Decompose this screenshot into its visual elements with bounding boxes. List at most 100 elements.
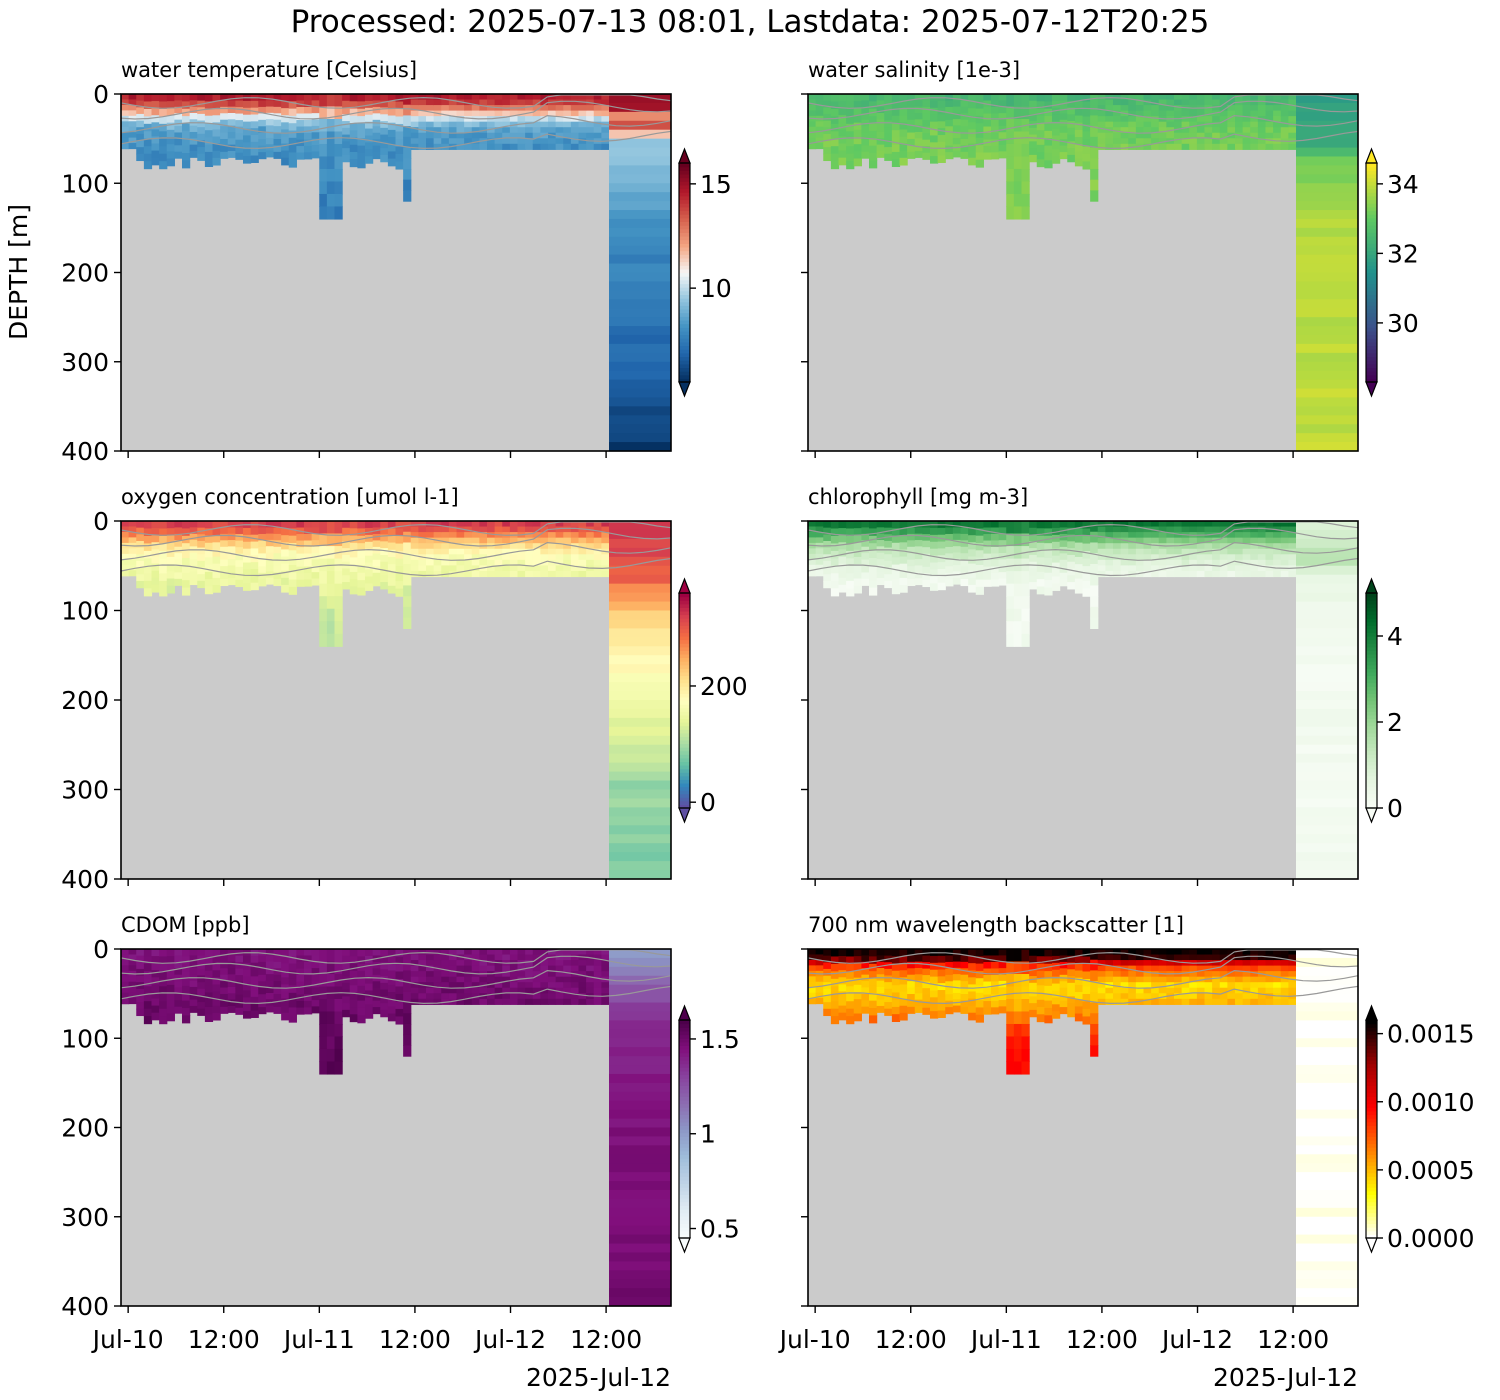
heatmap-cell (380, 107, 389, 115)
heatmap-cell (846, 108, 855, 117)
heatmap-cell (1113, 99, 1122, 106)
heatmap-cell (1219, 99, 1228, 106)
heatmap-cell (1219, 127, 1228, 134)
heatmap-cell (494, 138, 503, 145)
heatmap-cell (273, 139, 282, 147)
heatmap-cell (448, 993, 458, 1000)
heatmap-cell (380, 575, 389, 583)
heatmap-cell (1296, 583, 1358, 594)
heatmap-cell (433, 105, 442, 112)
heatmap-cell (1097, 132, 1106, 139)
heatmap-cell (1097, 105, 1106, 112)
heatmap-cell (1250, 570, 1259, 578)
heatmap-cell (410, 954, 419, 961)
heatmap-cell (945, 521, 954, 529)
heatmap-cell (265, 131, 275, 139)
heatmap-cell (128, 521, 137, 528)
heatmap-cell (151, 108, 160, 116)
heatmap-cell (326, 621, 336, 635)
heatmap-cell (1196, 954, 1206, 961)
heatmap-cell (548, 94, 557, 101)
heatmap-cell (326, 1061, 336, 1075)
heatmap-cell (846, 1008, 855, 1017)
heatmap-cell (1158, 121, 1167, 128)
heatmap-cell (1296, 825, 1358, 835)
heatmap-cell (1196, 132, 1206, 139)
heatmap-cell (601, 532, 610, 539)
heatmap-cell (334, 596, 343, 610)
colorbar-segment (679, 1121, 690, 1126)
heatmap-cell (326, 206, 336, 220)
heatmap-cell (334, 143, 343, 158)
heatmap-cell (983, 107, 992, 115)
heatmap-cell (1074, 977, 1084, 986)
heatmap-cell (1029, 521, 1038, 529)
colorbar-segment (1366, 1070, 1377, 1076)
heatmap-cell (1044, 116, 1053, 125)
heatmap-cell (441, 138, 450, 145)
heatmap-cell (1151, 138, 1160, 145)
colorbar-segment (679, 199, 690, 204)
colorbar-segment (1366, 790, 1377, 795)
heatmap-cell (151, 970, 160, 978)
heatmap-cell (808, 570, 817, 577)
heatmap-cell (273, 566, 282, 574)
heatmap-cell (349, 949, 358, 957)
heatmap-cell (1219, 976, 1228, 983)
heatmap-cell (319, 621, 328, 635)
heatmap-cell (509, 110, 519, 117)
colorbar-segment (679, 1165, 690, 1170)
heatmap-cell (907, 119, 916, 127)
heatmap-cell (1158, 537, 1167, 544)
heatmap-cell (418, 965, 427, 972)
heatmap-cell (532, 543, 541, 550)
heatmap-cell (609, 753, 671, 764)
heatmap-cell (945, 533, 954, 542)
heatmap-cell (823, 955, 832, 963)
heatmap-cell (945, 961, 954, 969)
heatmap-cell (250, 582, 259, 591)
heatmap-cell (1151, 543, 1160, 550)
heatmap-cell (891, 1006, 901, 1015)
heatmap-cell (532, 132, 541, 139)
colorbar-segment (679, 775, 690, 780)
heatmap-cell (479, 532, 488, 539)
heatmap-cell (952, 112, 962, 120)
heatmap-cell (410, 127, 419, 134)
heatmap-cell (342, 962, 351, 970)
heatmap-cell (311, 1000, 320, 1008)
heatmap-cell (952, 527, 962, 535)
heatmap-cell (1151, 132, 1160, 139)
heatmap-cell (1067, 949, 1076, 957)
heatmap-cell (349, 999, 358, 1008)
heatmap-cell (960, 94, 969, 102)
heatmap-cell (334, 1023, 343, 1038)
heatmap-cell (281, 150, 290, 159)
heatmap-cell (357, 956, 366, 965)
heatmap-cell (609, 825, 671, 835)
heatmap-cell (1196, 982, 1206, 989)
heatmap-cell (1219, 987, 1228, 994)
colorbar-segment (1366, 225, 1377, 230)
heatmap-cell (1227, 110, 1236, 117)
heatmap-cell (502, 559, 511, 566)
heatmap-cell (1105, 548, 1114, 555)
heatmap-cell (1174, 982, 1183, 989)
heatmap-cell (342, 949, 351, 957)
heatmap-cell (204, 528, 214, 537)
heatmap-cell (403, 179, 412, 191)
heatmap-cell (1090, 585, 1099, 597)
heatmap-cell (395, 588, 404, 597)
heatmap-cell (808, 110, 817, 117)
colorbar-segment (1366, 1074, 1377, 1079)
heatmap-cell (509, 138, 519, 145)
panel-title: oxygen concentration [umol l-1] (121, 485, 459, 509)
heatmap-cell (189, 106, 198, 114)
heatmap-cell (914, 999, 923, 1007)
heatmap-cell (487, 954, 496, 961)
heatmap-cell (1006, 94, 1015, 108)
heatmap-cell (975, 521, 984, 529)
heatmap-cell (1120, 570, 1129, 578)
